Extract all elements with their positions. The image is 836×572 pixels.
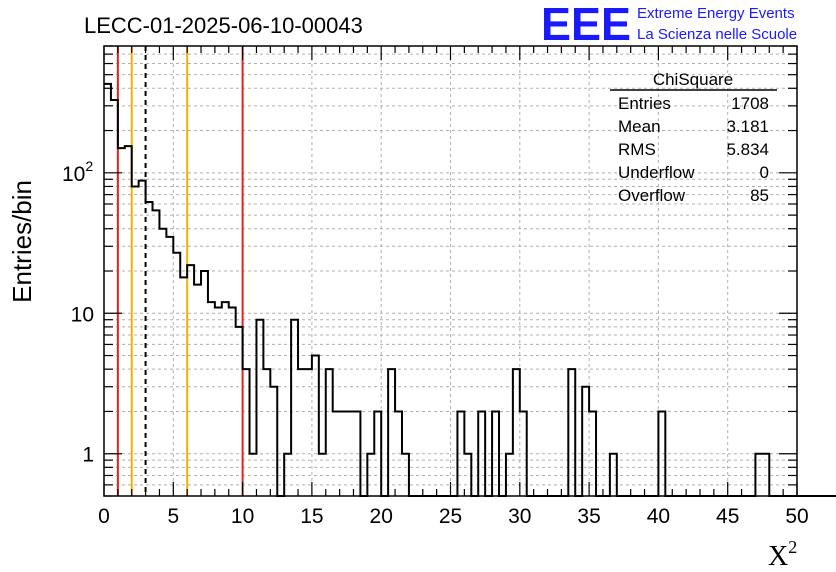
x-tick-labels: 0 5 10 15 20 25 30 35 40 45 50 [98, 505, 809, 528]
stats-row-value: 5.834 [726, 140, 769, 159]
stats-row-value: 85 [750, 186, 769, 205]
stats-row-value: 1708 [731, 94, 769, 113]
x-tick-label: 25 [439, 505, 462, 528]
x-tick-label: 45 [716, 505, 739, 528]
x-tick-label: 40 [647, 505, 670, 528]
x-tick-label: 30 [508, 505, 531, 528]
x-tick-label: 5 [167, 505, 179, 528]
histogram-series [104, 82, 836, 497]
x-tick-label: 20 [370, 505, 393, 528]
x-axis-title-sup: 2 [788, 537, 797, 557]
plot-frame [103, 45, 798, 497]
logo-line-1: Extreme Energy Events [637, 5, 795, 22]
stats-row-value: 0 [760, 163, 769, 182]
x-axis-title: X2 [768, 537, 797, 572]
x-tick-label: 0 [98, 505, 110, 528]
stats-row-label: Underflow [618, 163, 695, 182]
stats-row-label: Entries [618, 94, 671, 113]
stats-row-value: 3.181 [726, 117, 769, 136]
y-tick-label: 1 [82, 444, 94, 467]
x-tick-label: 50 [785, 505, 808, 528]
x-axis-title-base: X [768, 541, 788, 572]
logo-line-2: La Scienza nelle Scuole [637, 26, 797, 43]
y-axis-title: Entries/bin [7, 180, 37, 303]
stats-title: ChiSquare [653, 70, 733, 89]
stats-rows: Entries 1708 Mean 3.181 RMS 5.834 Underflow 0 Ov… [618, 94, 769, 205]
y-tick-label: 102 [62, 158, 93, 186]
chart-title: LECC-01-2025-06-10-00043 [84, 13, 363, 38]
stats-box: ChiSquare Entries 1708 Mean 3.181 RMS 5.834 Un… [610, 70, 777, 205]
x-tick-label: 15 [300, 505, 323, 528]
x-tick-label: 35 [577, 505, 600, 528]
x-tick-label: 10 [231, 505, 254, 528]
y-tick-label-base: 10 [62, 163, 85, 186]
stats-row-label: Mean [618, 117, 661, 136]
stats-row-label: Overflow [618, 186, 686, 205]
logo-mark: EEE [541, 0, 631, 50]
stats-row-label: RMS [618, 140, 656, 159]
eee-logo: EEE Extreme Energy Events La Scienza nel… [541, 0, 797, 50]
grid [104, 46, 797, 496]
y-tick-label-sup: 2 [85, 158, 93, 174]
y-tick-label: 10 [71, 303, 94, 326]
